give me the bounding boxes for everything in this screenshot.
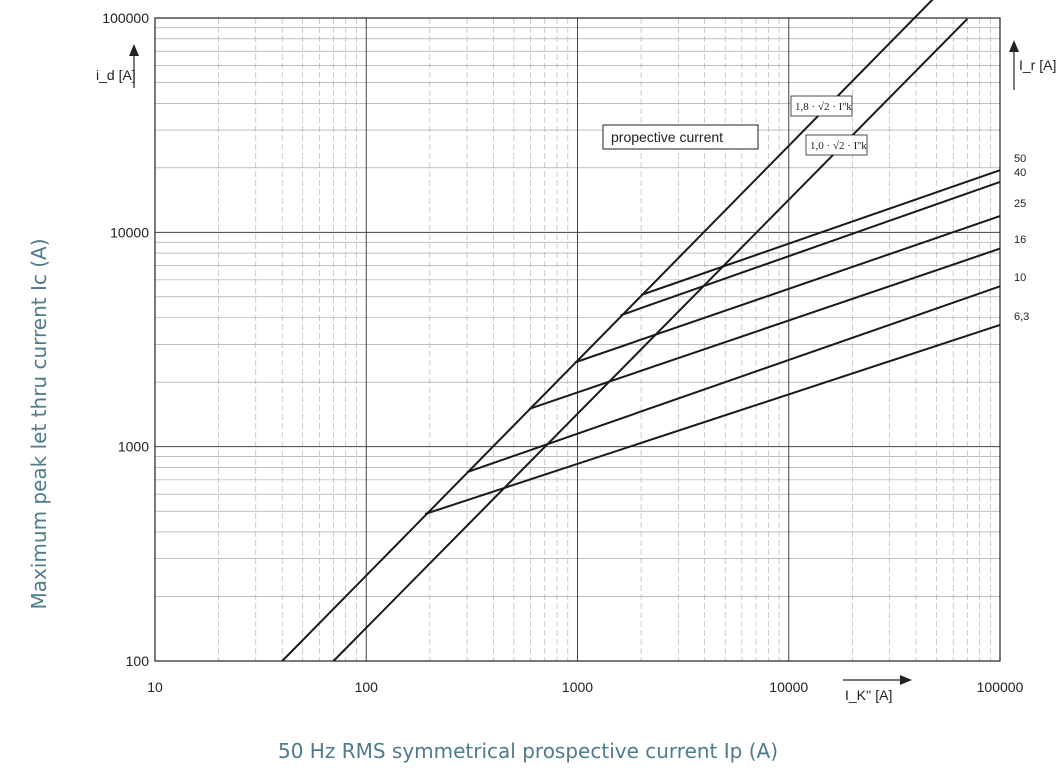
rating-label: 25 (1014, 198, 1026, 210)
rating-arrowhead (1009, 40, 1019, 52)
x-tick-label: 10 (147, 679, 163, 695)
rating-label: 6,3 (1014, 311, 1029, 323)
rating-label: 16 (1014, 234, 1026, 246)
y-tick-label: 10000 (110, 224, 149, 240)
formula-1-8-box (790, 95, 853, 117)
x-axis-title: 50 Hz RMS symmetrical prospective curren… (278, 739, 778, 763)
prospective-label-box (602, 124, 759, 150)
y-tick-label: 100000 (102, 10, 149, 26)
x-tick-label: 1000 (562, 679, 593, 695)
rating-label: 10 (1014, 272, 1026, 284)
series-line-1 (332, 18, 969, 662)
prospective-label: propective current (611, 129, 723, 145)
formula-1-0-box (805, 134, 868, 156)
y-tick-label: 1000 (118, 439, 149, 455)
series-layer (281, 0, 1001, 662)
series-line-2 (640, 169, 1001, 296)
inner-y-unit-label: i_d [A] (96, 67, 136, 83)
series-line-6 (466, 285, 1001, 474)
rating-labels: 50 40 25 16 10 6,3 (1014, 153, 1029, 323)
plot-frame (154, 17, 1001, 662)
series-line-3 (620, 180, 1001, 317)
y-tick-label: 100 (126, 653, 150, 669)
rating-label: 50 (1014, 153, 1026, 165)
formula-1-8-label: 1,8 · √2 · I''k (795, 101, 852, 113)
x-tick-label: 100000 (977, 679, 1024, 695)
series-line-7 (424, 323, 1001, 515)
series-line-4 (574, 215, 1001, 364)
y-axis-title: Maximum peak let thru current Ic (A) (27, 239, 51, 610)
x-tick-label: 100 (355, 679, 379, 695)
rating-label: 40 (1014, 167, 1026, 179)
formula-1-0-label: 1,0 · √2 · I''k (810, 140, 867, 152)
inner-rating-unit-label: I_r [A] (1019, 57, 1056, 73)
inner-x-unit-label: I_K'' [A] (845, 687, 892, 703)
x-tick-labels: 10 100 1000 10000 100000 (147, 679, 1023, 695)
series-line-5 (528, 247, 1001, 410)
series-line-0 (281, 0, 934, 662)
inner-x-arrowhead (900, 675, 912, 685)
y-tick-labels: 100 1000 10000 100000 (102, 10, 149, 669)
inner-y-arrowhead (129, 44, 139, 56)
x-tick-label: 10000 (769, 679, 808, 695)
